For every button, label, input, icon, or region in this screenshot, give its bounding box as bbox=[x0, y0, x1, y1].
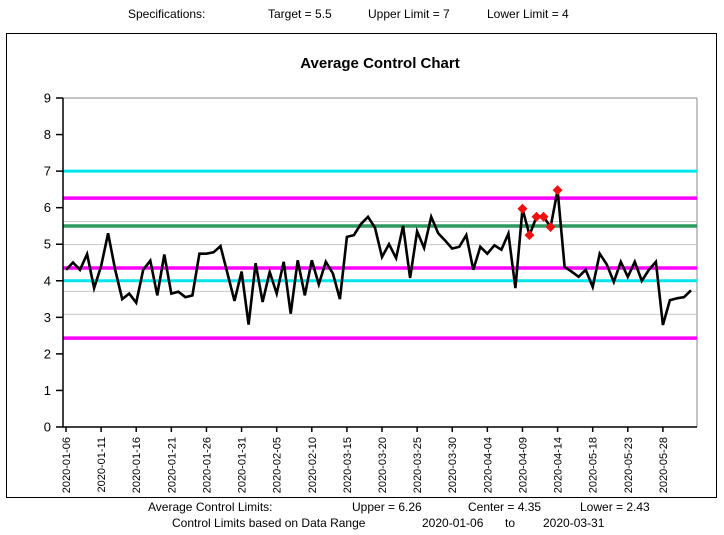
x-axis-tick-label: 2020-01-06 bbox=[61, 437, 73, 493]
x-axis-tick-label: 2020-05-23 bbox=[623, 437, 635, 493]
data-range-label: Control Limits based on Data Range bbox=[172, 516, 366, 530]
x-axis-tick-label: 2020-01-11 bbox=[96, 437, 108, 492]
x-axis-tick-label: 2020-03-15 bbox=[342, 437, 354, 493]
y-axis-tick-label: 0 bbox=[44, 420, 51, 435]
out-of-control-marker bbox=[552, 185, 563, 196]
data-range-to: to bbox=[505, 516, 516, 530]
x-axis-tick-label: 2020-05-28 bbox=[658, 437, 670, 493]
spec-lower-limit-value: Lower Limit = 4 bbox=[487, 7, 569, 21]
y-axis-tick-label: 2 bbox=[44, 346, 51, 361]
spec-target-value: Target = 5.5 bbox=[268, 7, 332, 21]
control-limit-lower: Lower = 2.43 bbox=[580, 500, 650, 514]
x-axis-tick-label: 2020-01-26 bbox=[201, 437, 213, 493]
x-axis-tick-label: 2020-03-25 bbox=[412, 437, 424, 493]
control-limits-label: Average Control Limits: bbox=[148, 500, 273, 514]
x-axis-tick-label: 2020-01-16 bbox=[131, 437, 143, 493]
x-axis-tick-label: 2020-02-05 bbox=[272, 437, 284, 493]
out-of-control-marker bbox=[545, 222, 556, 233]
control-limit-upper: Upper = 6.26 bbox=[352, 500, 422, 514]
x-axis-tick-label: 2020-04-09 bbox=[517, 437, 529, 493]
y-axis-tick-label: 7 bbox=[44, 164, 51, 179]
y-axis-tick-label: 4 bbox=[44, 273, 51, 288]
specifications-label: Specifications: bbox=[128, 7, 206, 21]
out-of-control-marker bbox=[517, 203, 528, 214]
x-axis-tick-label: 2020-02-10 bbox=[307, 437, 319, 493]
y-axis-tick-label: 9 bbox=[44, 91, 51, 106]
spec-upper-limit-value: Upper Limit = 7 bbox=[368, 7, 450, 21]
data-series-line bbox=[65, 189, 692, 326]
x-axis-tick-label: 2020-01-21 bbox=[166, 437, 178, 493]
x-axis-tick-label: 2020-01-31 bbox=[237, 437, 249, 493]
chart-title: Average Control Chart bbox=[300, 55, 460, 72]
x-axis-tick-label: 2020-05-18 bbox=[588, 437, 600, 493]
out-of-control-marker bbox=[531, 211, 542, 222]
y-axis-tick-label: 5 bbox=[44, 237, 51, 252]
out-of-control-marker bbox=[538, 211, 549, 222]
x-axis-tick-label: 2020-04-04 bbox=[482, 437, 494, 493]
y-axis-tick-label: 1 bbox=[44, 383, 51, 398]
data-range-start-date: 2020-01-06 bbox=[422, 516, 484, 530]
y-axis-tick-label: 8 bbox=[44, 127, 51, 142]
x-axis-tick-label: 2020-03-20 bbox=[377, 437, 389, 493]
x-axis-tick-label: 2020-04-14 bbox=[553, 437, 565, 493]
control-limit-center: Center = 4.35 bbox=[468, 500, 542, 514]
out-of-control-marker bbox=[524, 230, 535, 241]
x-axis-tick-label: 2020-03-30 bbox=[447, 437, 459, 493]
data-range-end-date: 2020-03-31 bbox=[543, 516, 605, 530]
y-axis-tick-label: 3 bbox=[44, 310, 51, 325]
y-axis-tick-label: 6 bbox=[44, 200, 51, 215]
